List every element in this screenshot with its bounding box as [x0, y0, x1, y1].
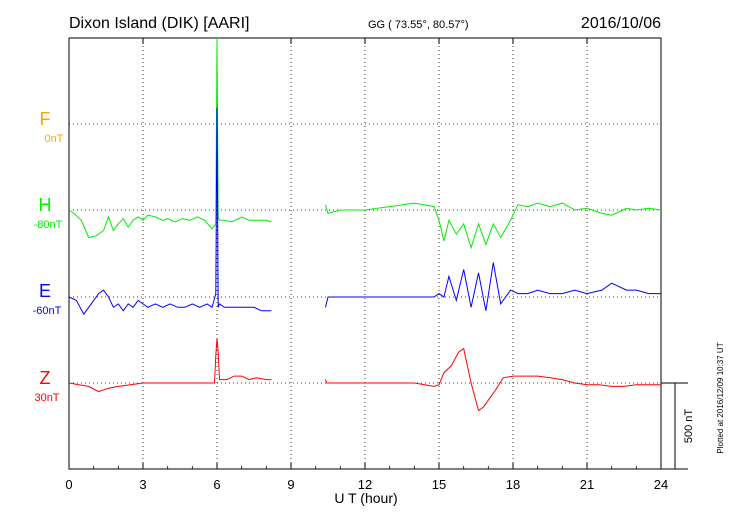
- baseline-label-E: -60nT: [33, 305, 62, 317]
- baseline-label-H: -80nT: [34, 219, 63, 231]
- x-tick-label-12: 12: [358, 477, 372, 492]
- scale-bar: 500 nT: [661, 382, 695, 470]
- x-tick-labels: 0 3 6 9 12 15 18 21 24: [65, 477, 668, 492]
- channel-label-H: H: [39, 195, 52, 215]
- x-tick-label-3: 3: [139, 477, 146, 492]
- trace-Z-segment-0: [68, 338, 272, 393]
- x-tick-label-21: 21: [580, 477, 594, 492]
- baseline-label-F: 0nT: [45, 133, 64, 145]
- trace-layer: [68, 37, 662, 412]
- station-title: Dixon Island (DIK) [AARI]: [69, 15, 250, 32]
- trace-H-segment-0: [68, 37, 272, 239]
- plot-grid: [68, 37, 662, 470]
- channel-label-Z: Z: [40, 368, 51, 388]
- baseline-label-Z: 30nT: [34, 392, 59, 404]
- x-tick-label-0: 0: [65, 477, 72, 492]
- x-tick-label-9: 9: [287, 477, 294, 492]
- x-tick-label-18: 18: [506, 477, 520, 492]
- x-axis-label: U T (hour): [334, 490, 397, 506]
- plotted-timestamp: Plotted at 2016/12/09 10:37 UT: [716, 342, 725, 453]
- trace-E-segment-0: [68, 107, 272, 316]
- station-coordinates: GG ( 73.55°, 80.57°): [368, 19, 469, 31]
- x-tick-label-6: 6: [213, 477, 220, 492]
- trace-Z-segment-1: [325, 347, 661, 412]
- x-tick-label-24: 24: [654, 477, 668, 492]
- channel-label-E: E: [39, 281, 51, 301]
- scale-bar-label: 500 nT: [683, 409, 695, 444]
- trace-H-segment-1: [325, 202, 662, 250]
- trace-E-segment-1: [325, 262, 661, 311]
- date-label: 2016/10/06: [581, 15, 661, 32]
- channel-label-F: F: [40, 109, 51, 129]
- x-tick-label-15: 15: [432, 477, 446, 492]
